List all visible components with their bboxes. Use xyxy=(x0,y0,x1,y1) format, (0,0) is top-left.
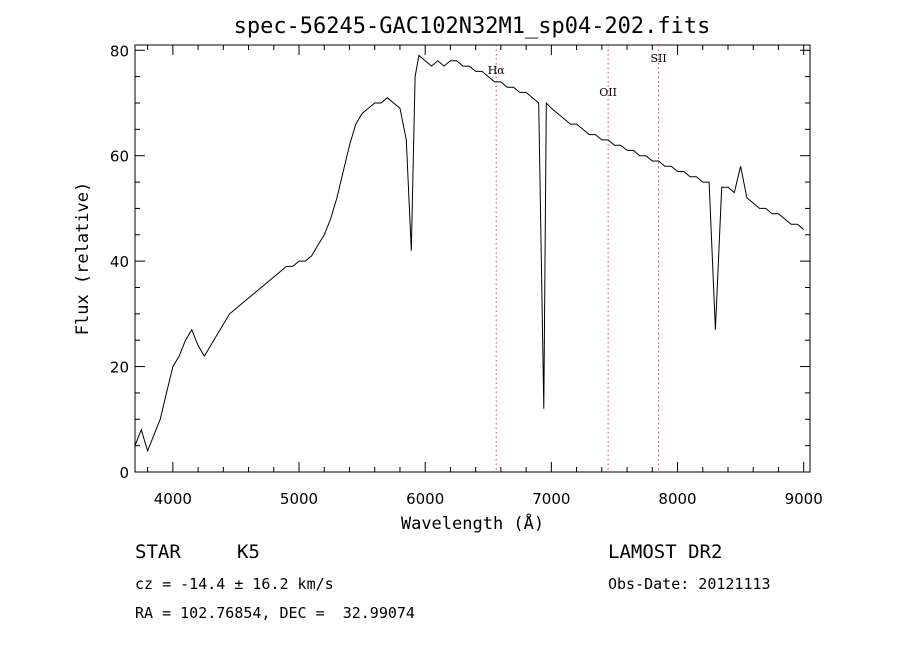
y-tick-label: 40 xyxy=(110,253,129,271)
axis-ticks xyxy=(135,45,810,473)
x-tick-label: 8000 xyxy=(658,490,696,508)
y-tick-label: 60 xyxy=(110,148,129,166)
x-axis-label: Wavelength (Å) xyxy=(401,512,544,534)
x-tick-label: 9000 xyxy=(785,490,823,508)
chart-title: spec-56245-GAC102N32M1_sp04-202.fits xyxy=(234,14,711,39)
spectrum-series xyxy=(135,54,805,453)
x-tick-label: 5000 xyxy=(280,490,318,508)
obs-date-text: Obs-Date: 20121113 xyxy=(608,575,771,593)
x-tick-label: 6000 xyxy=(406,490,444,508)
coordinates-text: RA = 102.76854, DEC = 32.99074 xyxy=(135,604,415,622)
emission-line-label: OII xyxy=(599,86,617,99)
object-class: STAR xyxy=(135,541,181,563)
y-tick-label: 80 xyxy=(110,42,129,60)
emission-line-markers: Hα OII SII xyxy=(488,45,667,472)
plot-frame xyxy=(134,44,811,473)
axis-tick-labels: 4000 5000 6000 7000 8000 9000 0 20 40 60 80 xyxy=(110,42,823,508)
x-tick-label: 7000 xyxy=(532,490,570,508)
redshift-text: cz = -14.4 ± 16.2 km/s xyxy=(135,575,334,593)
spectrum-line xyxy=(135,54,805,453)
survey-name: LAMOST DR2 xyxy=(608,541,723,563)
y-axis-label: Flux (relative) xyxy=(73,182,93,336)
x-tick-label: 4000 xyxy=(154,490,192,508)
emission-line-label: SII xyxy=(650,52,666,65)
y-tick-label: 20 xyxy=(110,359,129,377)
y-tick-label: 0 xyxy=(119,464,129,482)
emission-line-label: Hα xyxy=(488,64,506,77)
object-subclass: K5 xyxy=(237,541,260,563)
